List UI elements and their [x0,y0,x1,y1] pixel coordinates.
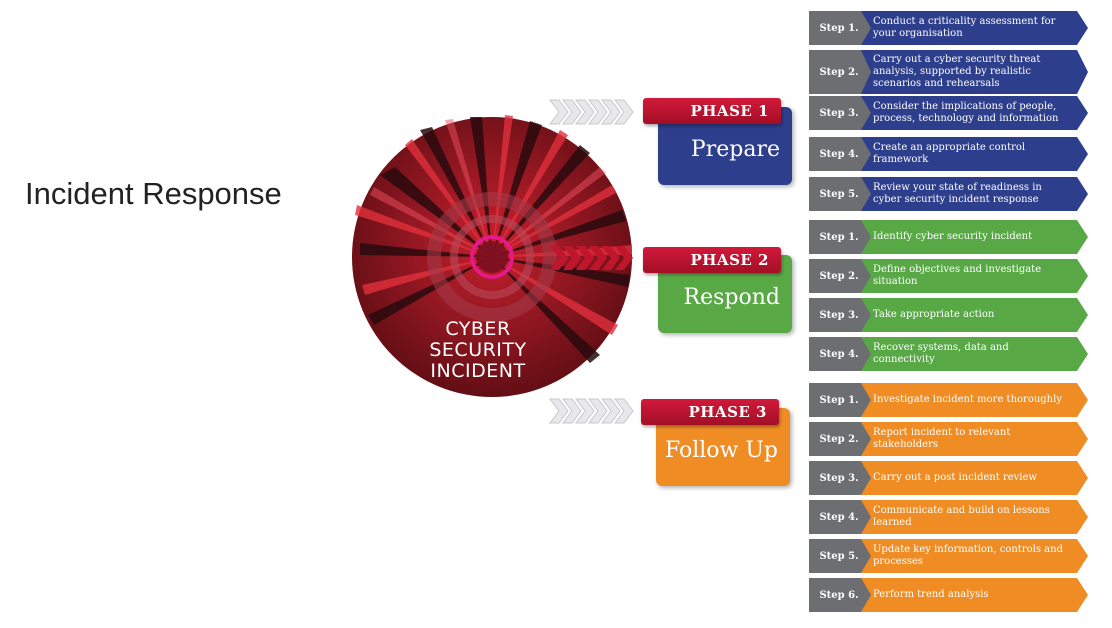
step-arrow-shape [809,220,1088,254]
step-number: Step 6. [819,589,859,601]
step-number: Step 4. [819,348,859,360]
step-number: Step 2. [819,66,859,78]
step-description: Report incident to relevant stakeholders [873,427,1011,450]
phase-1-step-1: Step 1. Conduct a criticality assessment … [809,11,1089,45]
phase-1-name: Prepare [690,137,780,162]
phase-3-step-6: Step 6. Perform trend analysis [809,578,1089,612]
step-description: Identify cyber security incident [873,231,1033,242]
phase-3-step-1: Step 1. Investigate incident more thoroug… [809,383,1089,417]
circle-label: CYBER SECURITY INCIDENT [408,319,548,382]
step-number: Step 1. [819,394,859,406]
step-description: Review your state of readiness in cyber … [873,182,1042,205]
step-number: Step 2. [819,433,859,445]
phase-3-step-3: Step 3. Carry out a post incident review [809,461,1089,495]
step-arrow-shape [809,298,1088,332]
cyber-incident-circle [350,115,635,400]
circle-line-3: INCIDENT [430,360,526,382]
phase-2-step-3: Step 3. Take appropriate action [809,298,1089,332]
step-arrow-shape [809,50,1088,94]
step-arrow-shape [809,539,1088,573]
step-number: Step 1. [819,22,859,34]
phase-2-tag: PHASE 2 [643,247,781,273]
phase-3-name: Follow Up [664,438,778,463]
step-description: Communicate and build on lessons learned [873,505,1050,528]
step-description: Recover systems, data and connectivity [873,342,1009,365]
step-number: Step 3. [819,107,859,119]
step-arrow-shape [809,96,1088,130]
phase-1-step-5: Step 5. Review your state of readiness in… [809,177,1089,211]
phase-3-step-4: Step 4. Communicate and build on lessons … [809,500,1089,534]
step-arrow-shape [809,11,1088,45]
step-number: Step 5. [819,550,859,562]
step-description: Carry out a cyber security threat analys… [873,54,1041,89]
phase-3-tag: PHASE 3 [641,399,779,425]
step-arrow-shape [809,422,1088,456]
step-description: Update key information, controls and pro… [873,544,1063,567]
step-description: Perform trend analysis [873,589,989,600]
step-description: Take appropriate action [873,309,995,320]
step-number: Step 1. [819,231,859,243]
step-number: Step 2. [819,270,859,282]
chevron-arrows-1 [548,97,636,127]
step-arrow-shape [809,259,1088,293]
step-description: Consider the implications of people, pro… [873,101,1059,124]
step-number: Step 3. [819,309,859,321]
step-number: Step 5. [819,188,859,200]
phase-2-name: Respond [683,285,780,310]
step-number: Step 3. [819,472,859,484]
phase-1-step-2: Step 2. Carry out a cyber security threat… [809,50,1089,94]
phase-2-step-1: Step 1. Identify cyber security incident [809,220,1089,254]
step-arrow-shape [809,177,1088,211]
circle-line-2: SECURITY [429,339,527,361]
burst-graphic [352,115,632,397]
step-arrow-shape [809,500,1088,534]
step-number: Step 4. [819,148,859,160]
phase-2-step-4: Step 4. Recover systems, data and connect… [809,337,1089,371]
phase-1-tag: PHASE 1 [643,98,781,124]
page-title: Incident Response [25,176,282,211]
phase-3-step-5: Step 5. Update key information, controls … [809,539,1089,573]
phase-2-step-2: Step 2. Define objectives and investigate… [809,259,1089,293]
step-description: Conduct a criticality assessment for you… [873,16,1056,39]
step-description: Investigate incident more thoroughly [873,394,1062,405]
phase-1-step-3: Step 3. Consider the implications of peop… [809,96,1089,130]
step-description: Carry out a post incident review [873,472,1037,483]
step-number: Step 4. [819,511,859,523]
step-arrow-shape [809,383,1088,417]
step-arrow-shape [809,578,1088,612]
step-arrow-shape [809,461,1088,495]
chevron-arrows-2 [548,243,636,273]
step-arrow-shape [809,337,1088,371]
step-description: Create an appropriate control framework [873,142,1026,165]
step-arrow-shape [809,137,1088,171]
circle-line-1: CYBER [445,318,511,340]
phase-3-step-2: Step 2. Report incident to relevant stake… [809,422,1089,456]
chevron-arrows-3 [548,396,636,426]
step-description: Define objectives and investigate situat… [873,264,1042,287]
phase-1-step-4: Step 4. Create an appropriate control fra… [809,137,1089,171]
